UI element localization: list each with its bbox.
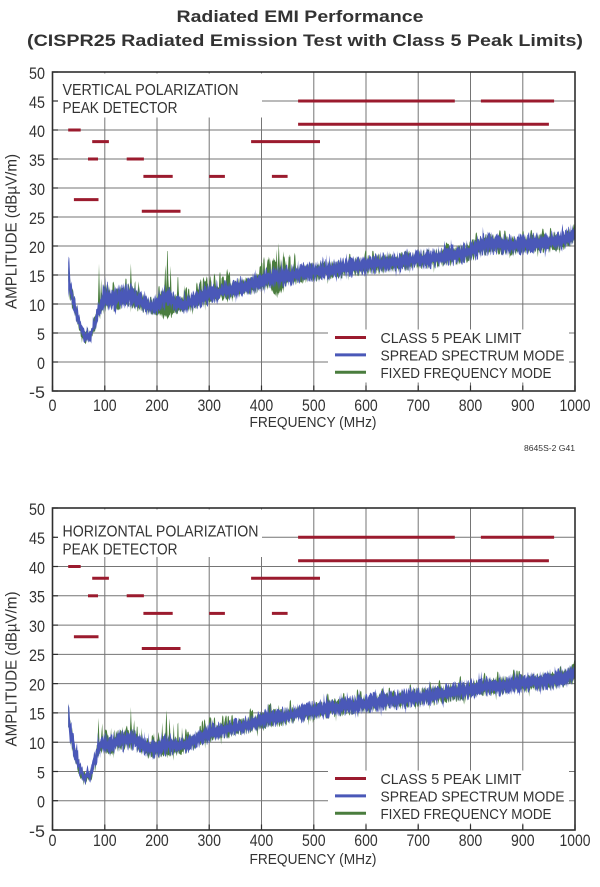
svg-text:25: 25 <box>29 209 45 228</box>
svg-text:FREQUENCY (MHz): FREQUENCY (MHz) <box>250 414 377 431</box>
svg-text:5: 5 <box>37 325 45 344</box>
svg-text:40: 40 <box>29 558 45 577</box>
svg-text:-5: -5 <box>29 822 45 841</box>
svg-text:45: 45 <box>29 529 45 548</box>
svg-text:8645S-2 G41: 8645S-2 G41 <box>524 444 576 453</box>
svg-text:SPREAD SPECTRUM MODE: SPREAD SPECTRUM MODE <box>381 348 565 365</box>
svg-text:AMPLITUDE (dBµV/m): AMPLITUDE (dBµV/m) <box>4 592 21 747</box>
svg-text:500: 500 <box>302 396 326 415</box>
svg-text:50: 50 <box>29 64 45 83</box>
svg-text:0: 0 <box>49 396 57 415</box>
svg-text:CLASS 5 PEAK LIMIT: CLASS 5 PEAK LIMIT <box>381 330 522 347</box>
svg-text:600: 600 <box>354 831 378 850</box>
svg-text:5: 5 <box>37 763 45 782</box>
svg-text:800: 800 <box>459 831 483 850</box>
svg-text:700: 700 <box>406 831 430 850</box>
svg-text:-5: -5 <box>29 383 45 402</box>
svg-text:30: 30 <box>29 180 45 199</box>
svg-text:400: 400 <box>250 396 274 415</box>
svg-text:0: 0 <box>49 831 57 850</box>
svg-text:15: 15 <box>29 705 45 724</box>
svg-text:VERTICAL POLARIZATION: VERTICAL POLARIZATION <box>63 82 239 99</box>
svg-text:25: 25 <box>29 646 45 665</box>
svg-text:100: 100 <box>93 831 117 850</box>
svg-text:900: 900 <box>511 396 535 415</box>
svg-text:FREQUENCY (MHz): FREQUENCY (MHz) <box>250 851 377 868</box>
svg-text:800: 800 <box>459 396 483 415</box>
svg-text:SPREAD SPECTRUM MODE: SPREAD SPECTRUM MODE <box>381 789 565 806</box>
svg-text:50: 50 <box>29 500 45 519</box>
svg-text:1000: 1000 <box>560 831 591 850</box>
svg-text:FIXED FREQUENCY MODE: FIXED FREQUENCY MODE <box>381 806 552 823</box>
svg-text:Radiated EMI Performance: Radiated EMI Performance <box>177 7 424 26</box>
svg-text:500: 500 <box>302 831 326 850</box>
svg-text:700: 700 <box>406 396 430 415</box>
svg-text:CLASS 5 PEAK LIMIT: CLASS 5 PEAK LIMIT <box>381 771 522 788</box>
svg-text:20: 20 <box>29 675 45 694</box>
svg-text:1000: 1000 <box>560 396 591 415</box>
svg-text:300: 300 <box>197 831 221 850</box>
svg-text:400: 400 <box>250 831 274 850</box>
svg-text:PEAK DETECTOR: PEAK DETECTOR <box>63 542 178 559</box>
svg-text:10: 10 <box>29 296 45 315</box>
svg-text:15: 15 <box>29 267 45 286</box>
svg-text:45: 45 <box>29 93 45 112</box>
svg-text:100: 100 <box>93 396 117 415</box>
svg-text:200: 200 <box>145 831 169 850</box>
svg-text:200: 200 <box>145 396 169 415</box>
svg-text:HORIZONTAL POLARIZATION: HORIZONTAL POLARIZATION <box>63 524 259 541</box>
svg-text:35: 35 <box>29 151 45 170</box>
svg-text:(CISPR25 Radiated Emission Tes: (CISPR25 Radiated Emission Test with Cla… <box>27 31 583 50</box>
svg-text:0: 0 <box>37 793 45 812</box>
svg-text:0: 0 <box>37 354 45 373</box>
svg-text:35: 35 <box>29 588 45 607</box>
svg-text:900: 900 <box>511 831 535 850</box>
svg-text:AMPLITUDE (dBµV/m): AMPLITUDE (dBµV/m) <box>4 154 21 309</box>
svg-text:300: 300 <box>197 396 221 415</box>
svg-text:600: 600 <box>354 396 378 415</box>
svg-text:PEAK DETECTOR: PEAK DETECTOR <box>63 100 178 117</box>
svg-text:30: 30 <box>29 617 45 636</box>
svg-text:20: 20 <box>29 238 45 257</box>
svg-text:40: 40 <box>29 122 45 141</box>
svg-text:10: 10 <box>29 734 45 753</box>
svg-text:FIXED FREQUENCY MODE: FIXED FREQUENCY MODE <box>381 365 552 382</box>
